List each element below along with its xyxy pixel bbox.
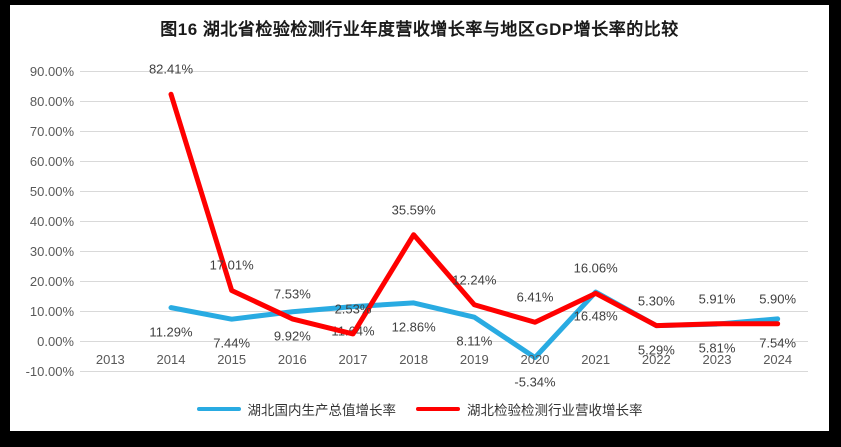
legend-swatch-gdp-line bbox=[196, 407, 241, 411]
legend: 湖北国内生产总值增长率 湖北检验检测行业营收增长率 bbox=[10, 399, 829, 419]
legend-label-revenue: 湖北检验检测行业营收增长率 bbox=[467, 403, 643, 418]
legend-label-gdp: 湖北国内生产总值增长率 bbox=[247, 403, 397, 418]
chart-title: 图16 湖北省检验检测行业年度营收增长率与地区GDP增长率的比较 bbox=[160, 20, 679, 39]
legend-swatch-revenue-line bbox=[416, 407, 460, 411]
chart-canvas: 图16 湖北省检验检测行业年度营收增长率与地区GDP增长率的比较 90.00% 8… bbox=[10, 5, 829, 431]
revenue-line-layer bbox=[168, 91, 781, 337]
revenue-line bbox=[168, 91, 781, 337]
